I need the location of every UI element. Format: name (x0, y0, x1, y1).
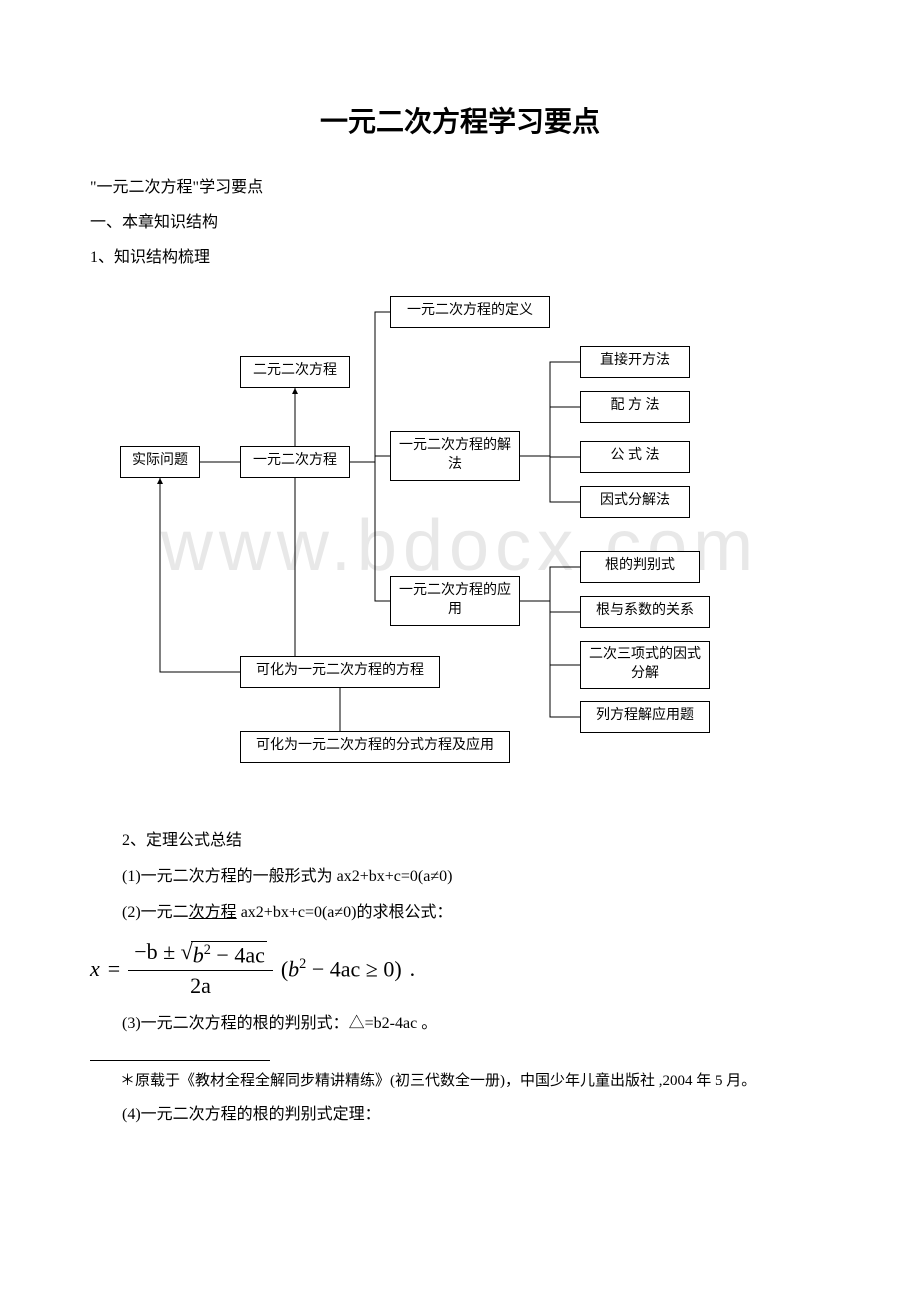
quadratic-formula: x = −b ± √ b2 − 4ac 2a (b2 − 4ac ≥ 0) . (90, 939, 830, 1000)
formula-equals: = (108, 956, 120, 982)
theorem-2: (2)一元二次方程 ax2+bx+c=0(a≠0)的求根公式： (90, 898, 830, 928)
theorem-2-underline: 次方程 (189, 904, 237, 921)
theorem-2-suffix: ax2+bx+c=0(a≠0)的求根公式： (237, 904, 453, 921)
formula-condition: (b2 − 4ac ≥ 0) (281, 956, 402, 982)
connector-14 (160, 478, 240, 672)
formula-lhs: x (90, 956, 100, 982)
diagram-node-n10: 因式分解法 (580, 486, 690, 518)
diagram-node-n9: 公 式 法 (580, 441, 690, 473)
footnote-text: ＊原载于《教材全程全解同步精讲精练》(初三代数全一册)，中国少年儿童出版社 ,2… (90, 1069, 830, 1095)
connector-8 (550, 456, 580, 502)
formula-num-prefix: −b ± (134, 939, 175, 964)
intro-line-1: "一元二次方程"学习要点 (90, 170, 830, 205)
theorem-2-prefix: (2)一元二 (122, 904, 189, 921)
sqrt-icon: √ b2 − 4ac (181, 941, 267, 969)
connector-12 (550, 665, 580, 717)
diagram-node-n5: 一元二次方程的解法 (390, 431, 520, 481)
diagram-node-n11: 根的判别式 (580, 551, 700, 583)
diagram-node-n15: 可化为一元二次方程的方程 (240, 656, 440, 688)
diagram-node-n8: 配 方 法 (580, 391, 690, 423)
connector-4 (375, 462, 390, 601)
knowledge-structure-diagram: www.bdocx.com 实际问题二元二次方程一元二次方程一元二次方程的定义一… (90, 286, 830, 806)
diagram-connectors (90, 286, 830, 806)
diagram-node-n4: 一元二次方程的定义 (390, 296, 550, 328)
formula-numerator: −b ± √ b2 − 4ac (128, 939, 273, 972)
theorem-4: (4)一元二次方程的根的判别式定理： (90, 1100, 830, 1130)
connector-2 (350, 312, 390, 462)
diagram-node-n13: 二次三项式的因式分解 (580, 641, 710, 689)
formula-denominator: 2a (184, 971, 217, 999)
page-title: 一元二次方程学习要点 (90, 100, 830, 140)
intro-line-3: 1、知识结构梳理 (90, 240, 830, 275)
diagram-node-n3: 一元二次方程 (240, 446, 350, 478)
section-2-title: 2、定理公式总结 (90, 826, 830, 856)
diagram-node-n16: 可化为一元二次方程的分式方程及应用 (240, 731, 510, 763)
intro-section-heading: 一、本章知识结构 (90, 205, 830, 240)
formula-fraction: −b ± √ b2 − 4ac 2a (128, 939, 273, 1000)
diagram-node-n14: 列方程解应用题 (580, 701, 710, 733)
footnote-separator (90, 1060, 270, 1061)
theorem-3: (3)一元二次方程的根的判别式：△=b2-4ac 。 (90, 1009, 830, 1039)
diagram-node-n2: 二元二次方程 (240, 356, 350, 388)
diagram-node-n7: 直接开方法 (580, 346, 690, 378)
diagram-node-n1: 实际问题 (120, 446, 200, 478)
theorem-1: (1)一元二次方程的一般形式为 ax2+bx+c=0(a≠0) (90, 862, 830, 892)
connector-11 (550, 601, 580, 665)
connector-9 (520, 567, 580, 601)
formula-period: . (410, 956, 416, 982)
connector-5 (520, 362, 580, 456)
diagram-node-n12: 根与系数的关系 (580, 596, 710, 628)
diagram-node-n6: 一元二次方程的应用 (390, 576, 520, 626)
